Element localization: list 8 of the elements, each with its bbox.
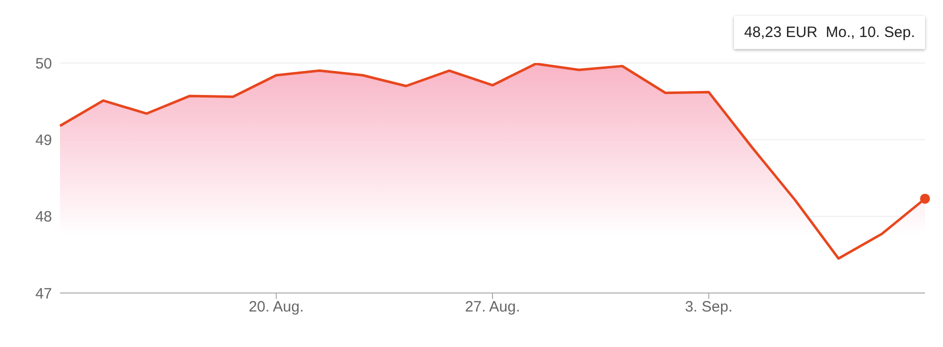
x-tick-label: 27. Aug. <box>464 298 520 316</box>
y-tick-label: 48 <box>35 208 52 226</box>
y-tick-label: 47 <box>35 285 52 302</box>
text: 48,23 EUR Mo., 10. Sep. <box>734 16 925 49</box>
x-tick-label: 3. Sep. <box>684 298 733 316</box>
y-tick-label: 49 <box>35 132 52 149</box>
x-tick-label: 20. Aug. <box>248 298 304 316</box>
y-tick-label: 50 <box>35 55 52 72</box>
